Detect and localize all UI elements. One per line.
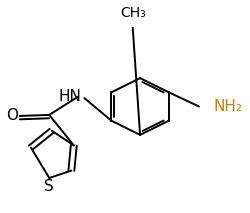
Text: O: O — [6, 108, 18, 124]
Text: HN: HN — [58, 89, 81, 104]
Text: NH₂: NH₂ — [213, 99, 242, 114]
Text: CH₃: CH₃ — [119, 6, 145, 20]
Text: S: S — [44, 179, 54, 194]
